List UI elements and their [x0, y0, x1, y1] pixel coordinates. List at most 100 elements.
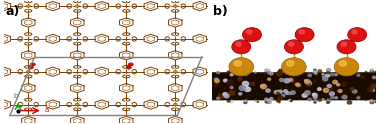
Circle shape — [318, 99, 322, 101]
Circle shape — [315, 73, 317, 75]
Circle shape — [257, 73, 259, 74]
Circle shape — [305, 93, 309, 96]
Text: a): a) — [6, 5, 20, 18]
Circle shape — [314, 69, 316, 71]
Circle shape — [370, 101, 374, 104]
Circle shape — [296, 84, 302, 88]
Circle shape — [308, 74, 311, 77]
Circle shape — [279, 75, 280, 76]
Circle shape — [130, 38, 132, 39]
Circle shape — [32, 6, 34, 7]
Circle shape — [76, 8, 78, 9]
Circle shape — [325, 74, 330, 77]
Circle shape — [72, 38, 73, 39]
Circle shape — [323, 77, 328, 81]
Circle shape — [223, 93, 227, 96]
Circle shape — [327, 101, 329, 104]
Circle shape — [72, 71, 73, 72]
Circle shape — [76, 3, 78, 4]
Circle shape — [246, 98, 248, 100]
Circle shape — [28, 36, 29, 37]
Circle shape — [229, 91, 235, 95]
Circle shape — [261, 85, 265, 88]
Circle shape — [224, 94, 229, 98]
Circle shape — [76, 36, 78, 37]
Circle shape — [314, 101, 316, 103]
Circle shape — [348, 28, 367, 42]
Circle shape — [280, 73, 282, 75]
Circle shape — [174, 36, 176, 37]
Circle shape — [337, 84, 340, 86]
Circle shape — [276, 100, 279, 102]
Circle shape — [174, 3, 176, 4]
Circle shape — [244, 72, 247, 74]
Circle shape — [170, 38, 171, 39]
Circle shape — [370, 100, 373, 102]
Circle shape — [331, 73, 334, 76]
Circle shape — [125, 107, 127, 108]
Circle shape — [318, 70, 322, 72]
Circle shape — [299, 30, 305, 34]
Circle shape — [234, 61, 241, 66]
Circle shape — [223, 36, 225, 37]
Circle shape — [243, 86, 248, 89]
Circle shape — [30, 63, 36, 66]
Circle shape — [266, 89, 270, 92]
Circle shape — [291, 80, 294, 83]
Circle shape — [255, 100, 256, 101]
Circle shape — [170, 71, 171, 72]
Circle shape — [223, 3, 225, 4]
Circle shape — [361, 76, 364, 78]
Circle shape — [125, 36, 127, 37]
Circle shape — [23, 38, 24, 39]
Circle shape — [327, 99, 331, 102]
Circle shape — [266, 102, 269, 103]
Circle shape — [130, 104, 132, 105]
Circle shape — [244, 74, 247, 75]
Circle shape — [239, 93, 242, 95]
Circle shape — [284, 40, 304, 54]
Circle shape — [179, 104, 181, 105]
Circle shape — [215, 84, 218, 86]
Circle shape — [227, 80, 233, 85]
Circle shape — [372, 76, 376, 79]
Circle shape — [267, 69, 270, 71]
Circle shape — [236, 42, 241, 46]
Circle shape — [245, 87, 251, 92]
Circle shape — [289, 78, 293, 81]
Circle shape — [365, 72, 367, 73]
Circle shape — [251, 83, 254, 85]
Text: b): b) — [213, 5, 228, 18]
Circle shape — [125, 68, 127, 69]
Circle shape — [245, 101, 247, 103]
Circle shape — [302, 94, 307, 97]
Circle shape — [32, 104, 34, 105]
Circle shape — [230, 74, 233, 76]
Circle shape — [125, 3, 127, 4]
Circle shape — [247, 30, 252, 34]
Circle shape — [318, 88, 321, 90]
Circle shape — [28, 107, 29, 108]
Circle shape — [313, 96, 317, 99]
Circle shape — [313, 94, 318, 97]
Circle shape — [174, 8, 176, 9]
Circle shape — [125, 41, 127, 42]
Circle shape — [274, 91, 278, 94]
Circle shape — [276, 72, 280, 75]
Circle shape — [81, 38, 83, 39]
Circle shape — [352, 90, 357, 93]
Circle shape — [218, 71, 220, 72]
Circle shape — [335, 97, 338, 99]
Circle shape — [333, 80, 338, 84]
Circle shape — [23, 104, 24, 105]
Circle shape — [223, 107, 225, 108]
Circle shape — [268, 78, 271, 80]
Circle shape — [347, 101, 352, 104]
Circle shape — [327, 72, 329, 74]
Circle shape — [276, 74, 279, 76]
Circle shape — [278, 96, 282, 99]
Circle shape — [365, 99, 367, 100]
Circle shape — [270, 72, 273, 75]
Circle shape — [275, 91, 279, 93]
Circle shape — [268, 101, 271, 104]
